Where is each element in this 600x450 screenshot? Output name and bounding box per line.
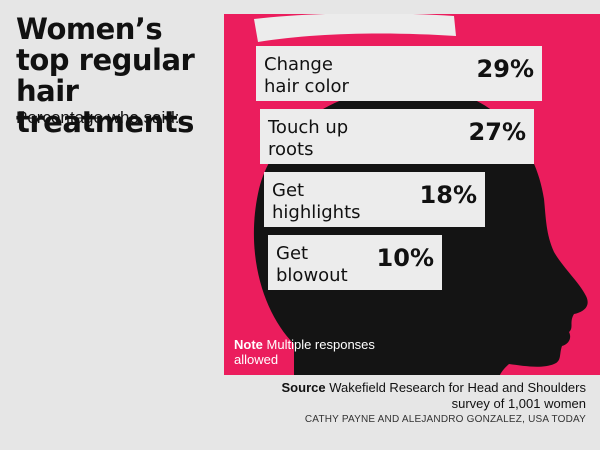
bar-value-3: 18%	[420, 181, 477, 209]
chart-panel: Change hair color 29% Touch up roots 27% Get hi…	[224, 14, 600, 375]
note-text: Multiple responses allowed	[234, 337, 375, 367]
chart-note: Note Multiple responses allowed	[234, 337, 384, 367]
chart-subtitle: Percentage who said:	[16, 108, 180, 127]
source-label: Source	[281, 380, 326, 395]
bar-label-2: Touch up roots	[267, 117, 348, 160]
bar-4	[268, 235, 442, 290]
note-label: Note	[234, 337, 263, 352]
chart-source: Source Wakefield Research for Head and S…	[256, 380, 586, 412]
chart-credit: CATHY PAYNE AND ALEJANDRO GONZALEZ, USA …	[304, 414, 586, 425]
bar-label-1: Change hair color	[264, 54, 349, 97]
bar-2	[260, 109, 534, 164]
source-text: Wakefield Research for Head and Shoulder…	[329, 380, 586, 411]
bar-1	[256, 46, 542, 101]
bar-value-2: 27%	[469, 118, 526, 146]
bar-3	[264, 172, 485, 227]
bar-label-3: Get highlights	[272, 180, 361, 223]
bar-value-1: 29%	[477, 55, 534, 83]
chart-graphic: Change hair color 29% Touch up roots 27% Get hi…	[253, 14, 588, 375]
bar-label-4: Get blowout	[276, 243, 348, 286]
bar-value-4: 10%	[377, 244, 434, 272]
chart-title: Women’s top regular hair treatments	[16, 12, 195, 139]
headband	[254, 14, 456, 42]
